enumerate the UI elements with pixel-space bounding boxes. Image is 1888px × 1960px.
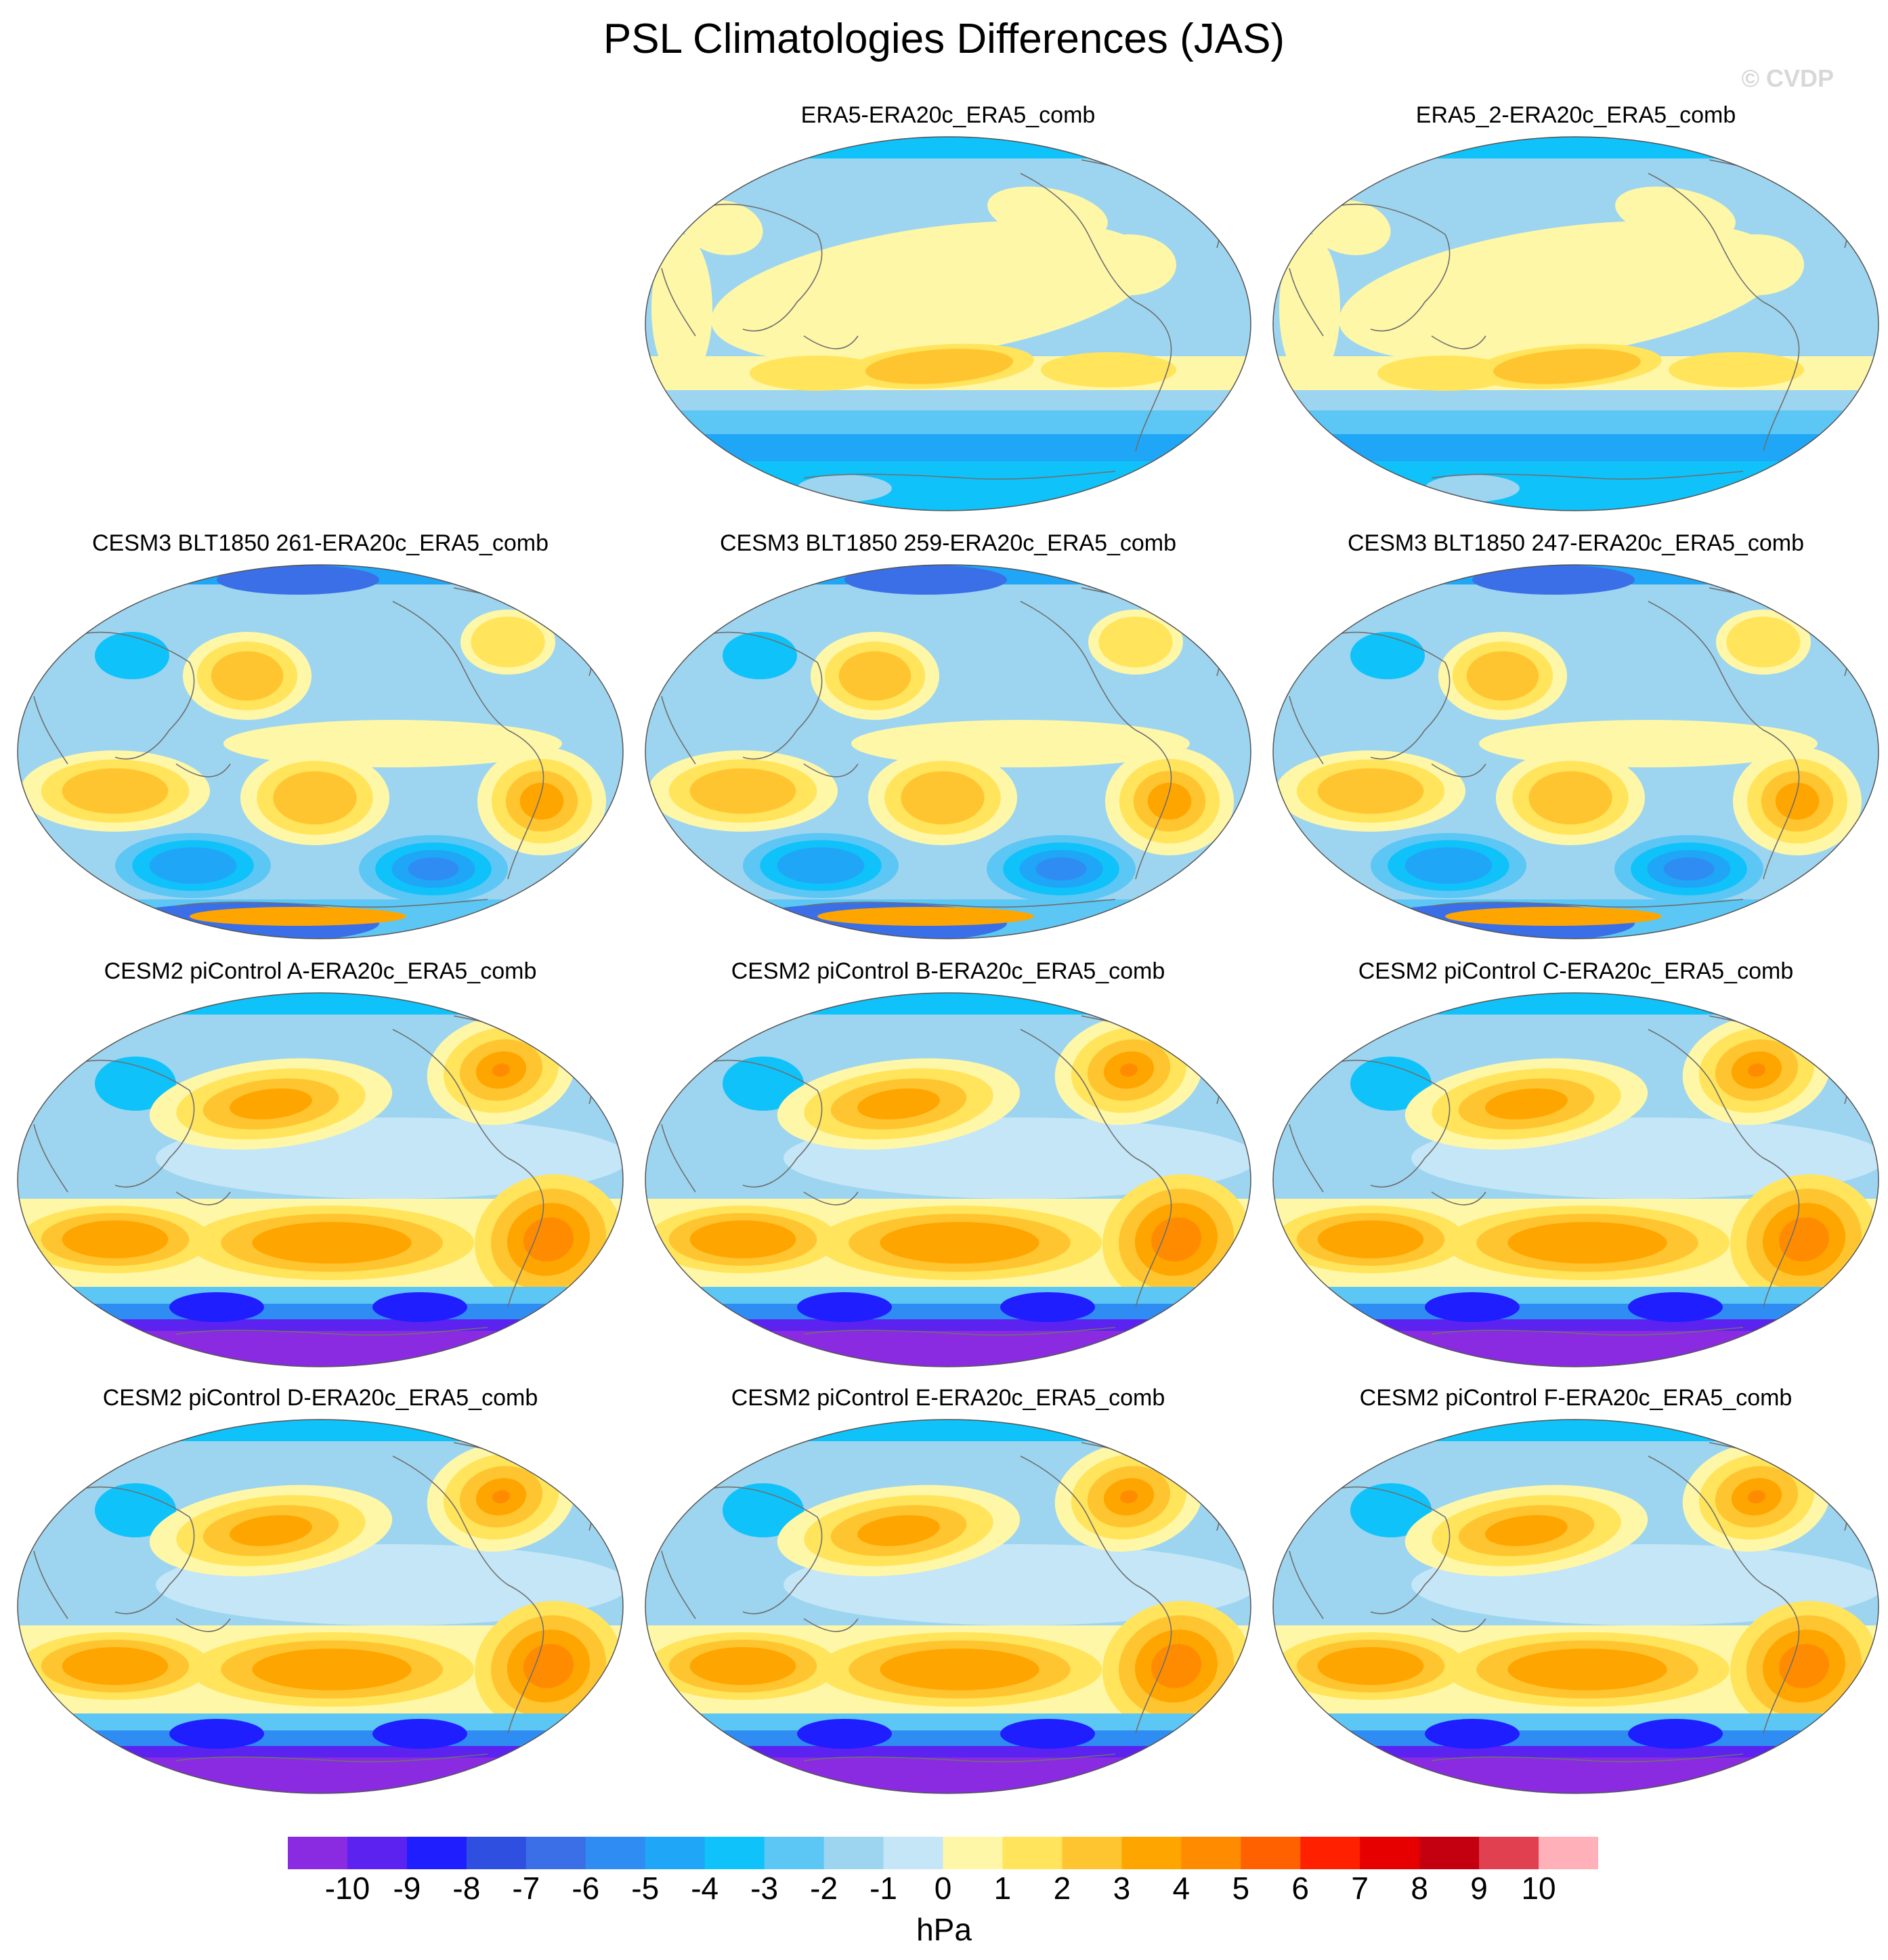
map-panel: CESM2 piControl F-ERA20c_ERA5_comb	[1269, 1383, 1883, 1803]
colorbar-box	[347, 1837, 408, 1869]
map-border	[1272, 564, 1879, 939]
colorbar-box	[1360, 1837, 1420, 1869]
panel-title: CESM2 piControl F-ERA20c_ERA5_comb	[1359, 1385, 1793, 1411]
colorbar-box	[1419, 1837, 1480, 1869]
map-panel: CESM3 BLT1850 247-ERA20c_ERA5_comb	[1269, 528, 1883, 948]
panel-title: ERA5-ERA20c_ERA5_comb	[800, 102, 1096, 128]
map-field	[17, 992, 624, 1367]
colorbar-box	[883, 1837, 943, 1869]
colorbar-tick-label: -5	[631, 1871, 660, 1906]
colorbar-tick-label: 8	[1411, 1871, 1428, 1906]
colorbar-box	[943, 1837, 1003, 1869]
colorbar-tick-labels: -10 -9 -8 -7 -6 -5 -4 -3 -2 -1 0 1 2 3 4 5 6 7 8 9 10	[0, 1866, 1888, 1913]
colorbar-tick-label: -6	[572, 1871, 600, 1906]
colorbar-tick-label: -1	[870, 1871, 897, 1906]
colorbar-box	[1241, 1837, 1301, 1869]
map-border	[645, 136, 1251, 511]
map-border	[645, 1419, 1251, 1794]
colorbar-tick-label: 2	[1053, 1871, 1071, 1906]
map-panel: CESM2 piControl E-ERA20c_ERA5_comb	[641, 1383, 1255, 1803]
colorbar-tick-label: 6	[1291, 1871, 1310, 1906]
colorbar-tick-label: 3	[1113, 1871, 1131, 1906]
colorbar-box	[1181, 1837, 1241, 1869]
contour-fill	[1273, 565, 1879, 939]
map-panel: ERA5_2-ERA20c_ERA5_comb	[1269, 100, 1883, 520]
map-panel: CESM3 BLT1850 261-ERA20c_ERA5_comb	[14, 528, 627, 948]
colorbar-box	[645, 1837, 706, 1869]
colorbar-tick-label: -2	[810, 1871, 838, 1906]
map-field	[17, 564, 624, 939]
colorbar-box	[823, 1837, 884, 1869]
colorbar-tick-label: -4	[691, 1871, 719, 1906]
colorbar-box	[585, 1837, 646, 1869]
map-border	[17, 992, 624, 1367]
panel-title: CESM2 piControl C-ERA20c_ERA5_comb	[1358, 958, 1794, 984]
colorbar-box	[1121, 1837, 1182, 1869]
map-border	[1272, 1419, 1879, 1794]
map-border	[1272, 992, 1879, 1367]
colorbar-box	[1062, 1837, 1122, 1869]
colorbar-tick-label: 7	[1351, 1871, 1369, 1906]
watermark: © CVDP	[1741, 64, 1834, 92]
figure-title: PSL Climatologies Differences (JAS)	[603, 16, 1285, 62]
map-panel: CESM2 piControl A-ERA20c_ERA5_comb	[14, 956, 627, 1376]
map-field	[1272, 992, 1879, 1367]
colorbar-tick-label: -9	[393, 1871, 421, 1906]
map-field	[645, 136, 1251, 511]
colorbar-box	[1300, 1837, 1360, 1869]
colorbar-box	[466, 1837, 527, 1869]
map-border	[17, 1419, 624, 1794]
colorbar-tick-label: 0	[934, 1871, 952, 1906]
colorbar-tick-label: 5	[1232, 1871, 1250, 1906]
colorbar-tick-label: 4	[1172, 1871, 1190, 1906]
map-field	[17, 1419, 624, 1794]
map-panel: CESM2 piControl C-ERA20c_ERA5_comb	[1269, 956, 1883, 1376]
contour-fill	[1273, 993, 1879, 1367]
colorbar-tick-label: 9	[1470, 1871, 1488, 1906]
colorbar-tick-label: 10	[1521, 1871, 1556, 1906]
colorbar-box	[764, 1837, 825, 1869]
map-border	[645, 992, 1251, 1367]
panel-title: CESM3 BLT1850 261-ERA20c_ERA5_comb	[91, 530, 549, 556]
map-field	[645, 992, 1251, 1367]
colorbar-box	[525, 1837, 586, 1869]
panel-title: ERA5_2-ERA20c_ERA5_comb	[1415, 102, 1736, 128]
colorbar-box	[1002, 1837, 1063, 1869]
colorbar-box	[406, 1837, 467, 1869]
panel-title: CESM3 BLT1850 259-ERA20c_ERA5_comb	[719, 530, 1177, 556]
colorbar-tick-label: -8	[452, 1871, 481, 1906]
colorbar-box	[288, 1837, 348, 1869]
colorbar-tick-label: 1	[993, 1871, 1012, 1906]
colorbar	[288, 1837, 1598, 1869]
map-panel: CESM2 piControl B-ERA20c_ERA5_comb	[641, 956, 1255, 1376]
map-field	[1272, 136, 1879, 511]
map-field	[1272, 1419, 1879, 1794]
map-border	[1272, 136, 1879, 511]
map-field	[1272, 564, 1879, 939]
colorbar-tick-label: -3	[750, 1871, 779, 1906]
map-field	[645, 1419, 1251, 1794]
map-field	[645, 564, 1251, 939]
panel-title: CESM2 piControl E-ERA20c_ERA5_comb	[731, 1385, 1165, 1411]
map-panel: ERA5-ERA20c_ERA5_comb	[641, 100, 1255, 520]
map-border	[17, 564, 624, 939]
colorbar-box	[704, 1837, 765, 1869]
panel-title: CESM2 piControl B-ERA20c_ERA5_comb	[731, 958, 1165, 984]
map-panel: CESM2 piControl D-ERA20c_ERA5_comb	[14, 1383, 627, 1803]
panel-title: CESM3 BLT1850 247-ERA20c_ERA5_comb	[1347, 530, 1805, 556]
map-panel: CESM3 BLT1850 259-ERA20c_ERA5_comb	[641, 528, 1255, 948]
panel-title: CESM2 piControl A-ERA20c_ERA5_comb	[104, 958, 537, 984]
map-border	[645, 564, 1251, 939]
colorbar-tick-label: -7	[512, 1871, 540, 1906]
colorbar-units: hPa	[916, 1912, 972, 1947]
contour-fill	[18, 565, 623, 939]
panel-title: CESM2 piControl D-ERA20c_ERA5_comb	[102, 1385, 538, 1411]
colorbar-box	[1479, 1837, 1539, 1869]
colorbar-box	[1539, 1837, 1598, 1869]
contour-fill	[645, 137, 1251, 511]
colorbar-tick-label: -10	[324, 1871, 370, 1906]
